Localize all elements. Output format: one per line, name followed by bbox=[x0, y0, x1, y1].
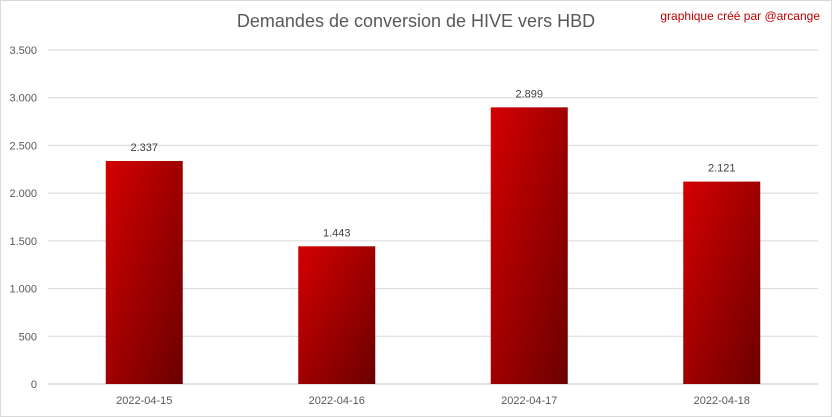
y-tick-label: 2.000 bbox=[9, 188, 37, 200]
data-label: 2.337 bbox=[130, 142, 158, 154]
y-tick-label: 0 bbox=[31, 379, 37, 391]
y-tick-label: 2.500 bbox=[9, 140, 37, 152]
bar bbox=[683, 181, 761, 384]
x-tick-label: 2022-04-16 bbox=[309, 395, 365, 407]
bar bbox=[490, 107, 568, 384]
x-tick-label: 2022-04-17 bbox=[501, 395, 557, 407]
y-tick-label: 500 bbox=[19, 331, 37, 343]
bar bbox=[298, 246, 376, 384]
y-tick-label: 3.000 bbox=[9, 93, 37, 105]
y-tick-label: 3.500 bbox=[9, 45, 37, 57]
chart-credit: graphique créé par @arcange bbox=[660, 9, 820, 23]
data-label: 2.899 bbox=[515, 88, 543, 100]
y-tick-label: 1.500 bbox=[9, 236, 37, 248]
y-tick-label: 1.000 bbox=[9, 284, 37, 296]
chart-title: Demandes de conversion de HIVE vers HBD bbox=[236, 11, 596, 31]
data-label: 1.443 bbox=[323, 227, 351, 239]
x-tick-label: 2022-04-15 bbox=[116, 395, 172, 407]
data-label: 2.121 bbox=[708, 163, 736, 175]
bar bbox=[105, 160, 183, 384]
x-tick-label: 2022-04-18 bbox=[694, 395, 750, 407]
